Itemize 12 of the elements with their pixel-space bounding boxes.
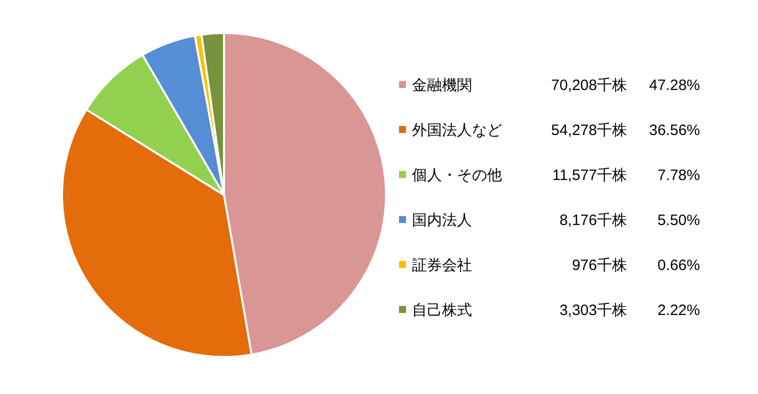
text: 8,176千株 5.50% — [559, 212, 700, 229]
text: 976千株 0.66% — [572, 257, 700, 274]
text: 11,577千株 7.78% — [552, 167, 700, 184]
text: 70,208千株 47.28% — [551, 77, 700, 94]
text: 54,278千株 36.56% — [551, 122, 700, 139]
legend-label: 国内法人 — [412, 212, 472, 229]
legend-label: 外国法人など — [412, 122, 502, 139]
legend-label: 自己株式 — [412, 302, 472, 319]
legend-label: 個人・その他 — [412, 167, 502, 184]
legend-label: 金融機関 — [412, 77, 472, 94]
legend-label: 証券会社 — [412, 257, 472, 274]
text: 3,303千株 2.22% — [559, 302, 700, 319]
